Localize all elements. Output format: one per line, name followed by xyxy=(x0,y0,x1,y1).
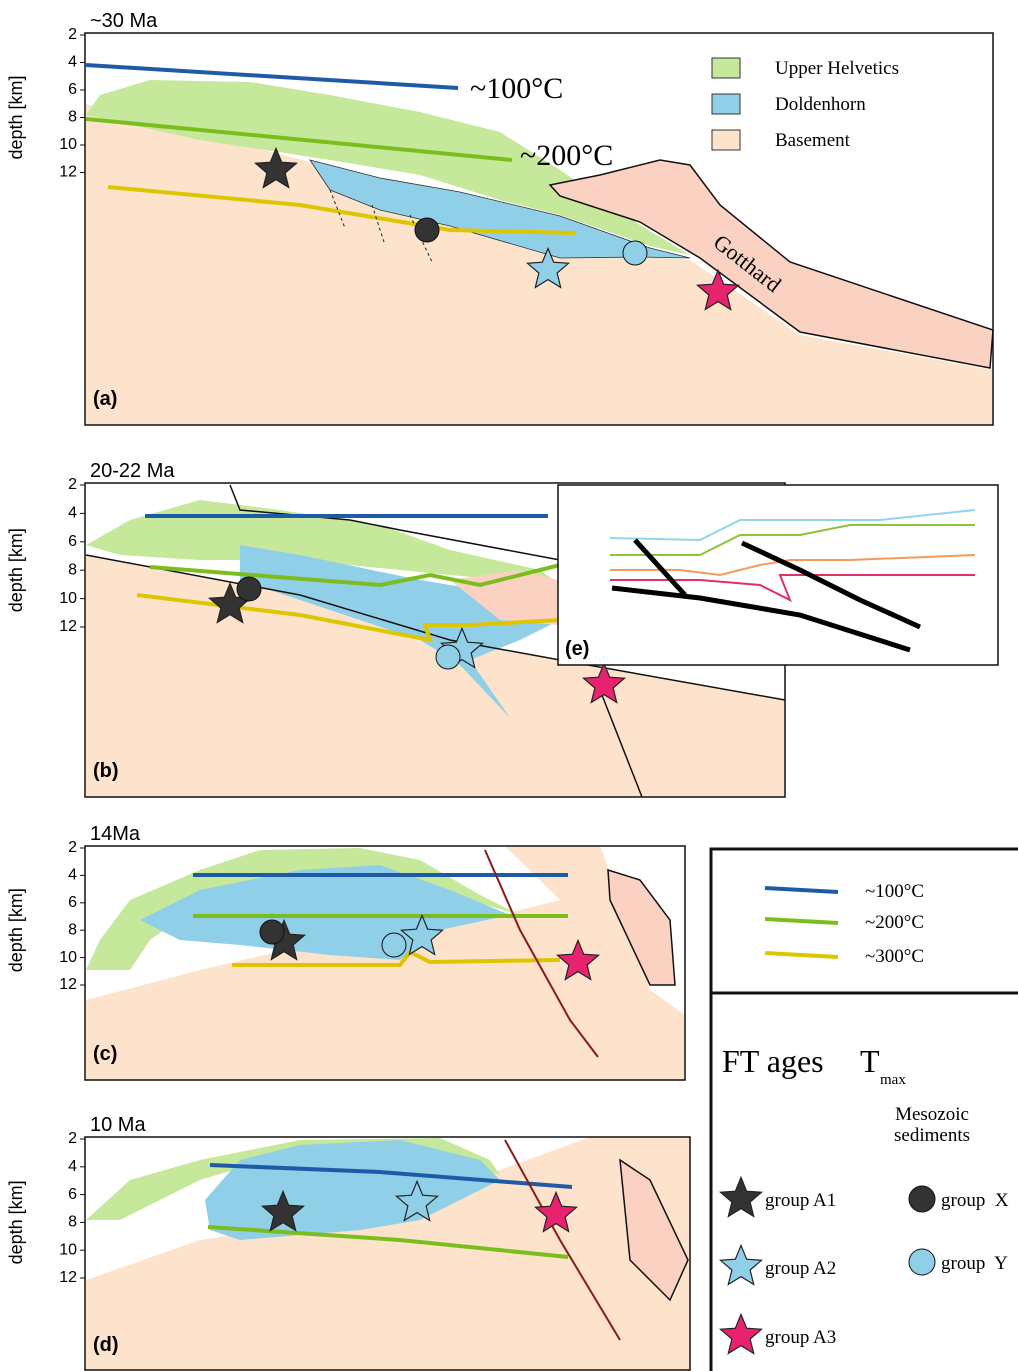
panel-label: (d) xyxy=(93,1334,119,1356)
y-tick-label: 4 xyxy=(68,1158,77,1175)
isotherm-label: ~200°C xyxy=(520,139,613,172)
legend-swatch xyxy=(712,130,740,150)
legend-heading: sediments xyxy=(894,1125,970,1146)
y-tick-label: 2 xyxy=(68,1130,77,1147)
axis-label: depth [km] xyxy=(6,888,26,972)
legend-text: ~300°C xyxy=(865,946,924,967)
y-tick-label: 12 xyxy=(59,1269,77,1286)
y-tick-label: 8 xyxy=(68,1214,77,1231)
panel-label: (e) xyxy=(565,638,589,660)
legend-text: Doldenhorn xyxy=(775,94,866,115)
panel-title: 10 Ma xyxy=(90,1114,146,1136)
y-tick-label: 12 xyxy=(59,618,77,635)
circle-x xyxy=(237,577,261,601)
circle-y xyxy=(909,1249,935,1275)
y-tick-label: 8 xyxy=(68,561,77,578)
axis-label: depth [km] xyxy=(6,1180,26,1264)
isotherm-label: ~100°C xyxy=(470,72,563,105)
legend-line xyxy=(765,953,838,957)
circle-x xyxy=(909,1186,935,1212)
legend-heading: max xyxy=(880,1072,906,1088)
legend-text: Basement xyxy=(775,130,851,151)
y-tick-label: 8 xyxy=(68,921,77,938)
y-tick-label: 4 xyxy=(68,505,77,522)
legend-text: group X xyxy=(941,1190,1009,1211)
axis-label: depth [km] xyxy=(6,528,26,612)
y-tick-label: 4 xyxy=(68,54,77,71)
y-tick-label: 12 xyxy=(59,164,77,181)
legend-line xyxy=(765,888,838,892)
y-tick-label: 10 xyxy=(59,949,77,966)
panel-title: 14Ma xyxy=(90,823,141,845)
y-tick-label: 8 xyxy=(68,109,77,126)
y-tick-label: 10 xyxy=(59,136,77,153)
y-tick-label: 6 xyxy=(68,894,77,911)
legend-text: group A1 xyxy=(765,1190,836,1211)
circle-y xyxy=(623,241,647,265)
y-tick-label: 12 xyxy=(59,976,77,993)
y-tick-label: 2 xyxy=(68,476,77,493)
legend-text: group Y xyxy=(941,1253,1008,1274)
circle-x xyxy=(415,218,439,242)
figure: ~100°C ~200°C Gotthard Upper Helvetics D… xyxy=(0,0,1018,1371)
y-tick-label: 2 xyxy=(68,26,77,43)
panel-d xyxy=(86,1137,690,1371)
legend-heading: FT ages xyxy=(722,1043,824,1079)
y-tick-label: 6 xyxy=(68,1186,77,1203)
legend-line xyxy=(765,919,838,923)
legend: ~100°C ~200°C ~300°C FT ages T max Mesoz… xyxy=(711,849,1018,1371)
legend-text: ~200°C xyxy=(865,912,924,933)
panel-c xyxy=(86,846,685,1080)
star-a1 xyxy=(720,1177,761,1216)
legend-text: group A3 xyxy=(765,1327,836,1348)
panel-title: 20-22 Ma xyxy=(90,460,175,482)
panel-e: (e) xyxy=(558,485,998,665)
star-a3 xyxy=(720,1314,761,1353)
circle-x xyxy=(260,920,284,944)
panel-label: (b) xyxy=(93,760,119,782)
legend-heading: T xyxy=(860,1043,880,1079)
legend-text: group A2 xyxy=(765,1258,836,1279)
axis-label: depth [km] xyxy=(6,75,26,159)
circle-y xyxy=(436,645,460,669)
panel-a: ~100°C ~200°C Gotthard Upper Helvetics D… xyxy=(86,58,993,425)
legend-swatch xyxy=(712,94,740,114)
panel-label: (a) xyxy=(93,388,117,410)
legend-text: ~100°C xyxy=(865,881,924,902)
y-tick-label: 2 xyxy=(68,839,77,856)
legend-swatch xyxy=(712,58,740,78)
circle-y xyxy=(382,933,406,957)
panel-title: ~30 Ma xyxy=(90,10,158,32)
star-a2 xyxy=(720,1245,761,1284)
legend-heading: Mesozoic xyxy=(895,1104,969,1125)
y-tick-label: 6 xyxy=(68,533,77,550)
legend-text: Upper Helvetics xyxy=(775,58,899,79)
panel-label: (c) xyxy=(93,1043,117,1065)
y-tick-label: 4 xyxy=(68,867,77,884)
y-tick-label: 10 xyxy=(59,590,77,607)
y-tick-label: 6 xyxy=(68,81,77,98)
y-tick-label: 10 xyxy=(59,1241,77,1258)
